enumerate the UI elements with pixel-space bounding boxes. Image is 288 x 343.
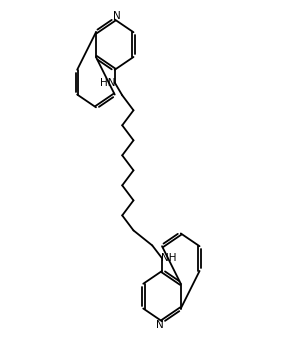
Text: N: N — [156, 320, 164, 330]
Text: HN: HN — [100, 78, 116, 87]
Text: NH: NH — [161, 253, 177, 263]
Text: N: N — [113, 11, 121, 22]
